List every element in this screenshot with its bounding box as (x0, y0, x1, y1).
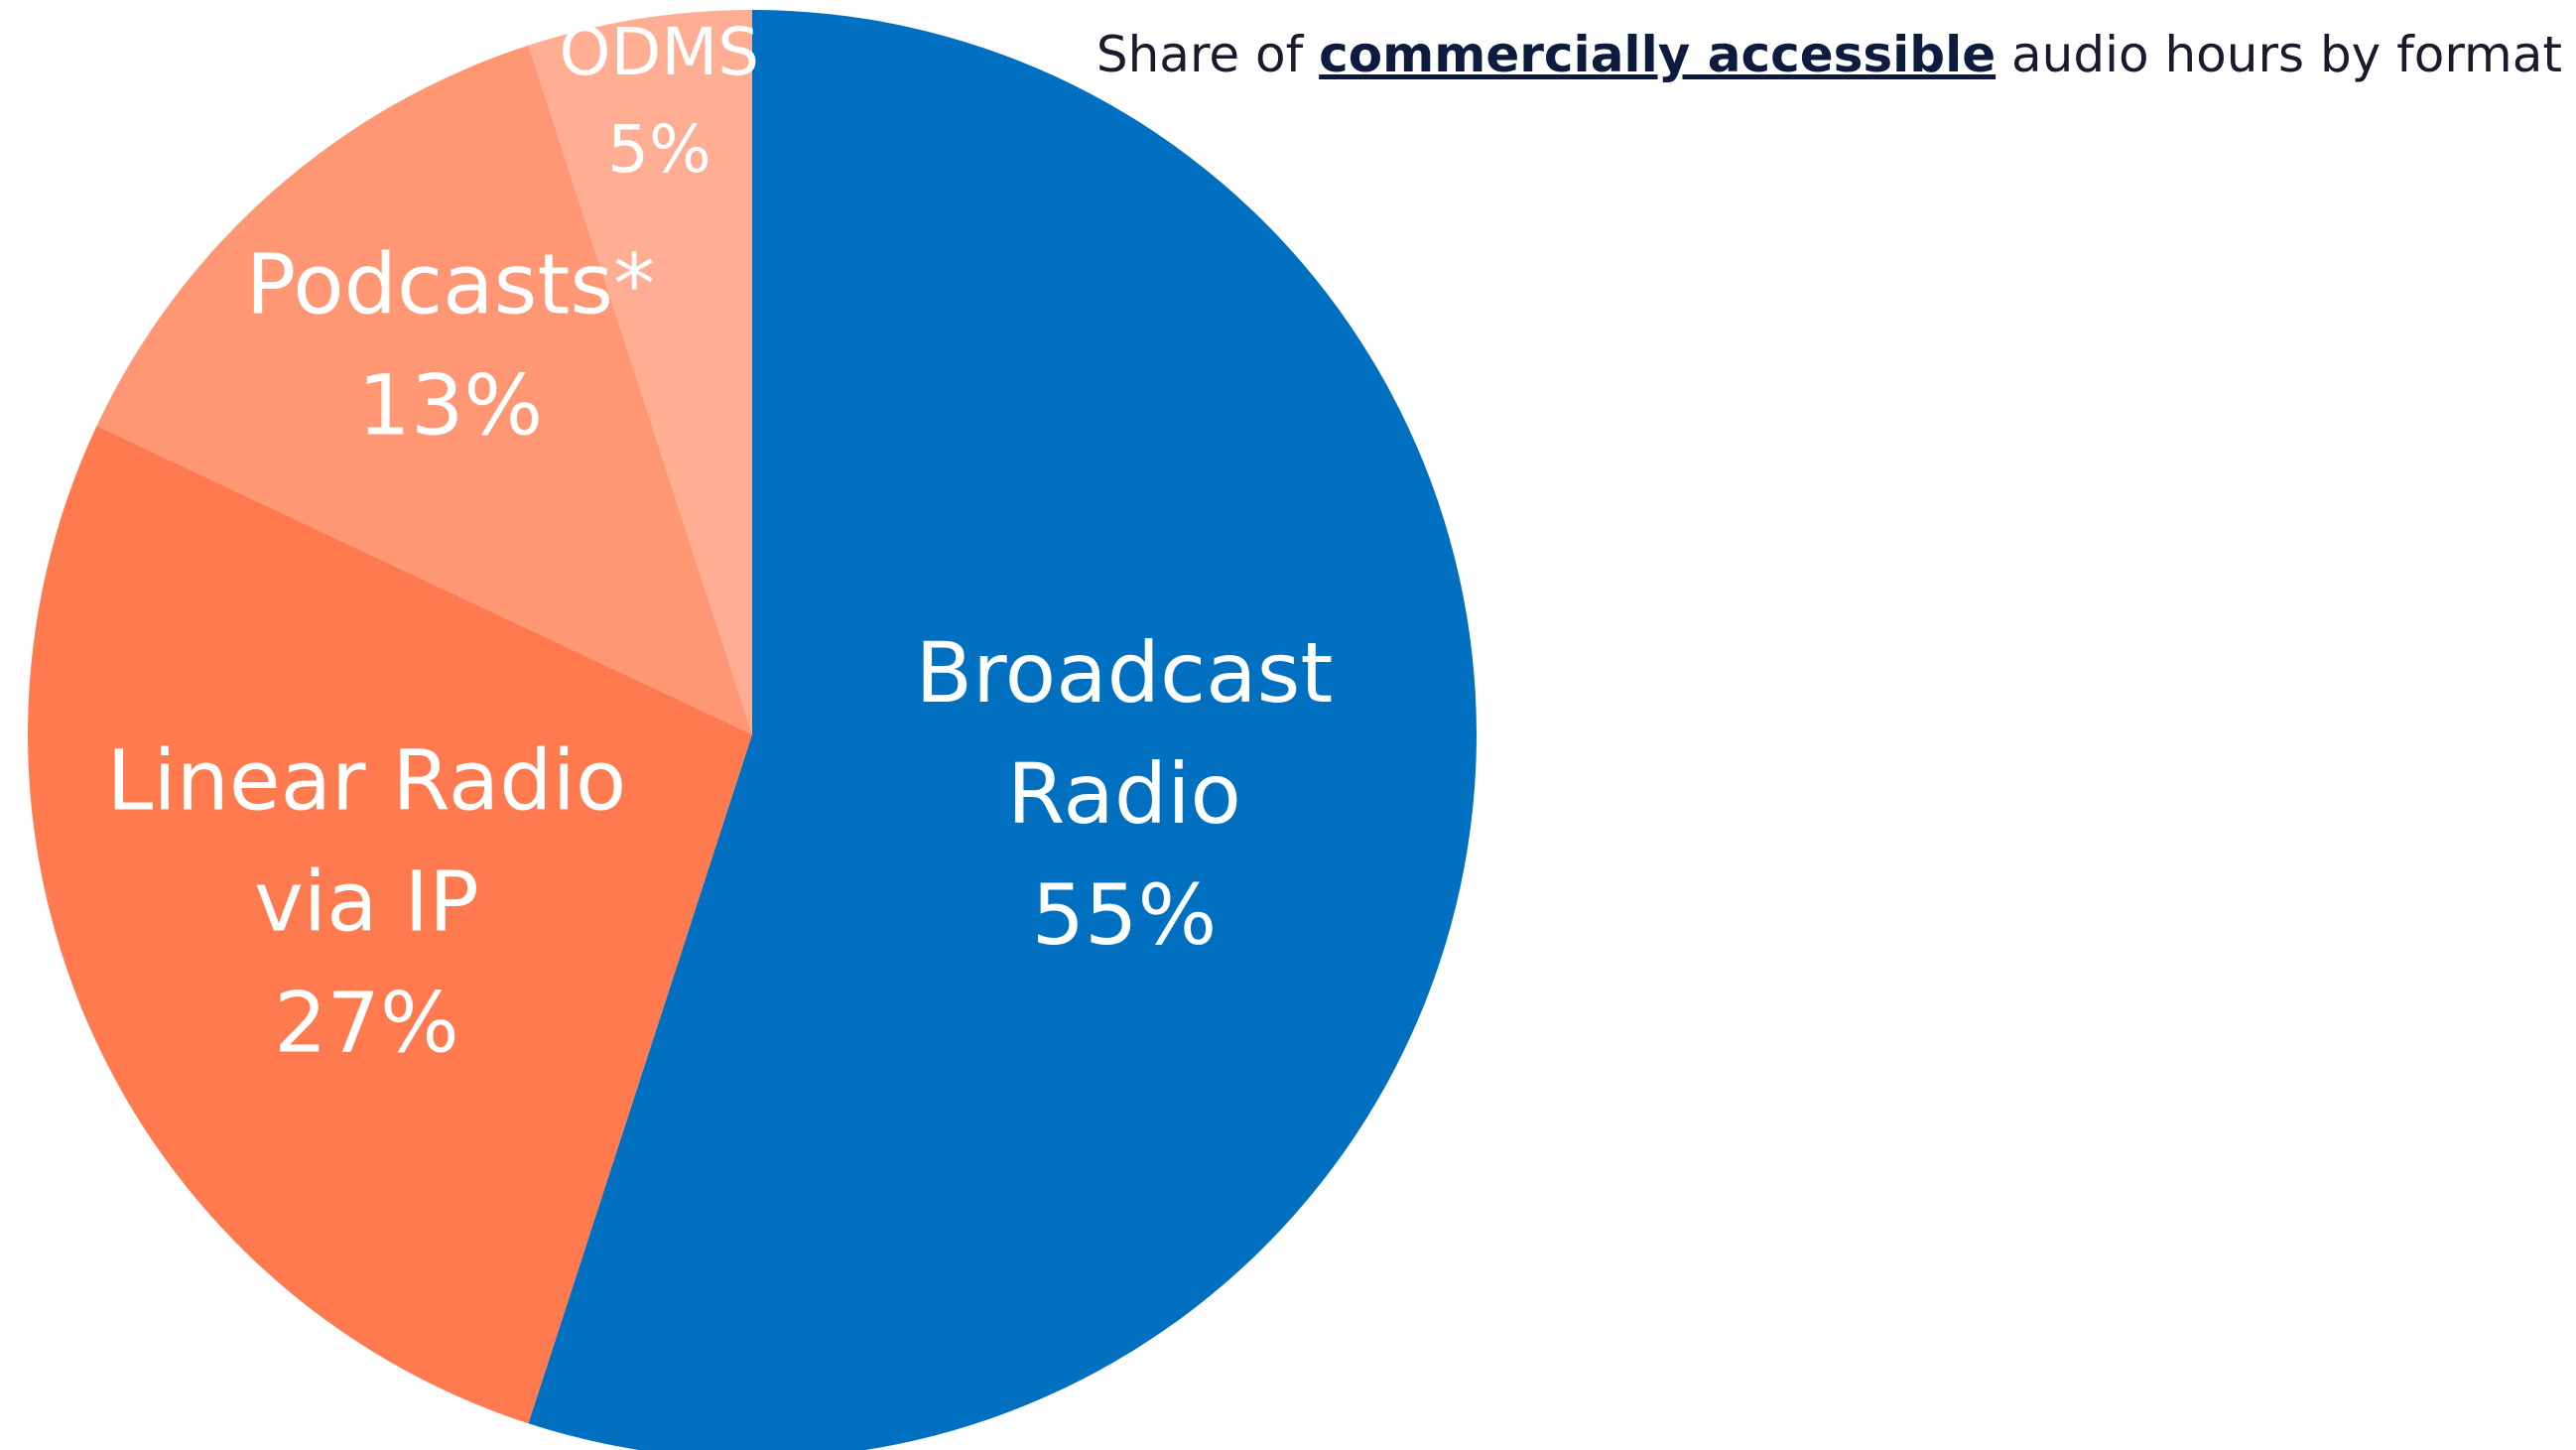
slice-value-label: 27% (274, 975, 459, 1072)
slice-name-label: via IP (254, 854, 479, 951)
slice-value-label: 5% (607, 111, 711, 188)
slice-labels: Broadcast Radio 55% Linear Radio via IP 27% Po… (107, 14, 1334, 1072)
pie-slice (528, 10, 752, 734)
slice-value-label: 55% (1032, 866, 1218, 964)
slice-label: ODMS 5% (560, 14, 760, 188)
slice-label: Broadcast Radio 55% (915, 624, 1333, 964)
slice-name-label: ODMS (560, 14, 760, 90)
slice-name-label: Linear Radio (107, 732, 627, 830)
chart-title-prefix: Share of (1096, 26, 1319, 83)
slice-name-label: Radio (1007, 745, 1241, 843)
chart-title-emphasis: commercially accessible (1319, 26, 1996, 83)
chart-title: Share of commercially accessible audio h… (1096, 26, 2562, 83)
pie-slice (528, 10, 1477, 1450)
slice-name-label: Podcasts* (246, 235, 656, 332)
slice-label: Linear Radio via IP 27% (107, 732, 627, 1072)
pie-slice (96, 45, 752, 734)
slice-value-label: 13% (358, 356, 544, 454)
pie-slices (27, 10, 1477, 1450)
slice-name-label: Broadcast (915, 624, 1333, 722)
pie-slice (27, 426, 752, 1424)
chart-title-suffix: audio hours by format (1996, 26, 2562, 83)
slice-label: Podcasts* 13% (246, 235, 656, 454)
